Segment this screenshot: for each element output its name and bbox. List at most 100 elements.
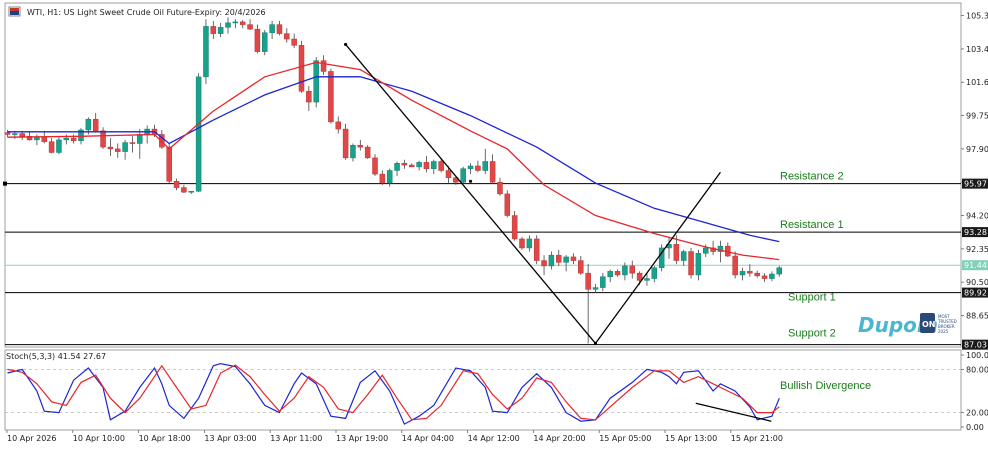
bullish-candle (460, 168, 466, 183)
bearish-candle (688, 251, 694, 276)
stoch-tick-label: 80.00 (966, 365, 988, 374)
resistance-1-label: Resistance 1 (780, 219, 844, 231)
price-tags: 95.97 93.28 91.44 89.92 87.03 (962, 178, 988, 350)
bullish-candle (386, 170, 393, 184)
stochastic-panel[interactable]: 100.00 80.00 20.00 0.00 (5, 351, 988, 432)
fast-ma-line (7, 61, 780, 261)
bullish-candle (350, 145, 356, 159)
bullish-candle (651, 267, 658, 279)
bearish-candle (298, 45, 305, 92)
bullish-candle (717, 245, 724, 252)
bearish-candle (210, 26, 217, 34)
time-tick-label: 14 Apr 20:00 (533, 434, 585, 443)
bearish-candle (372, 157, 378, 175)
level-anchor-marker (3, 181, 7, 186)
bullish-candle (269, 24, 275, 33)
bullish-candle (12, 133, 18, 135)
badge-icon (920, 313, 935, 333)
bullish-candle (607, 271, 613, 278)
bearish-candle (423, 162, 430, 169)
support-2-label: Support 2 (788, 328, 836, 340)
bearish-candle (254, 28, 261, 52)
time-tick-label: 15 Apr 21:00 (731, 434, 783, 443)
chart-header: WTI, H1: US Light Sweet Crude Oil Future… (8, 6, 266, 17)
time-tick-label: 10 Apr 18:00 (139, 434, 191, 443)
stoch-d-line (7, 364, 780, 421)
bearish-candle (732, 255, 738, 276)
chart-title: WTI, H1: US Light Sweet Crude Oil Future… (27, 8, 266, 17)
resistance-2-label: Resistance 2 (780, 171, 844, 183)
main-panel-border (4, 2, 962, 348)
bullish-candle (188, 190, 194, 193)
support-1-label: Support 1 (788, 292, 836, 304)
bullish-candle (122, 142, 128, 152)
bullish-candle (695, 253, 702, 276)
bearish-candle (533, 238, 540, 261)
bullish-candle (232, 21, 239, 24)
bullish-candle (313, 60, 319, 103)
trendline-anchor-point (593, 341, 598, 345)
bearish-candle (556, 254, 562, 263)
bearish-candle (159, 134, 165, 148)
time-tick-label: 15 Apr 05:00 (599, 434, 651, 443)
bearish-candle (401, 163, 408, 166)
tagline-3: BROKER (938, 324, 955, 329)
bearish-candle (173, 181, 180, 188)
time-tick-label: 13 Apr 03:00 (204, 434, 256, 443)
bearish-candle (475, 165, 481, 171)
stoch-title: Stoch(5,3,3) 41.54 27.67 (6, 352, 106, 361)
bullish-candle (548, 254, 555, 267)
price-tick-label: 94.20 (966, 212, 988, 221)
time-tick-label: 14 Apr 12:00 (468, 434, 520, 443)
moving-averages (7, 61, 780, 261)
price-axis: 105.30103.45101.6099.7597.9096.0594.2092… (961, 12, 988, 320)
bullish-candle (63, 137, 70, 141)
bearish-candle (445, 170, 452, 178)
bearish-candle (357, 145, 364, 148)
stoch-k-line (7, 362, 780, 425)
bearish-candle (276, 24, 283, 34)
bearish-candle (70, 137, 77, 142)
bearish-candle (41, 136, 47, 142)
time-axis: 10 Apr 2026 10 Apr 10:00 10 Apr 18:00 13 Ap… (6, 430, 783, 443)
bullish-candle (137, 134, 143, 144)
bearish-candle (438, 161, 444, 171)
price-tick-label: 101.60 (966, 78, 988, 87)
bullish-candle (622, 265, 628, 276)
bullish-candle (739, 271, 746, 276)
stoch-tick-label: 100.00 (966, 351, 988, 360)
bearish-candle (747, 271, 753, 274)
bearish-candle (166, 146, 172, 182)
bearish-candle (306, 91, 312, 103)
bullish-candle (644, 278, 650, 281)
bullish-candle (262, 32, 268, 52)
time-tick-label: 13 Apr 11:00 (270, 434, 322, 443)
bullish-candle (34, 136, 40, 141)
v-pattern-trendlines (344, 42, 721, 345)
bearish-candle (504, 193, 511, 216)
symbol-menu-icon[interactable] (8, 6, 21, 17)
bullish-candle (703, 247, 709, 254)
bearish-candle (754, 272, 760, 277)
bullish-candle (78, 129, 84, 142)
bearish-candle (92, 118, 99, 132)
bearish-candle (100, 130, 106, 148)
price-tick-label: 97.90 (966, 145, 988, 154)
v-right-leg (594, 171, 721, 344)
bullish-candle (467, 165, 474, 169)
bearish-candle (19, 133, 25, 137)
tagline-4: 2025 (938, 329, 949, 334)
divergence-line (695, 402, 772, 422)
stoch-tick-label: 20.00 (966, 409, 988, 418)
bearish-candle (284, 33, 290, 40)
bullish-candle (658, 247, 665, 269)
bearish-candle (247, 24, 253, 30)
time-tick-label: 15 Apr 13:00 (665, 434, 717, 443)
v-left-leg (345, 44, 596, 344)
bearish-candle (48, 141, 55, 153)
bearish-candle (181, 187, 187, 193)
stoch-tick-label: 0.00 (966, 423, 984, 432)
bearish-candle (541, 260, 547, 267)
support-1-tag (962, 287, 988, 298)
